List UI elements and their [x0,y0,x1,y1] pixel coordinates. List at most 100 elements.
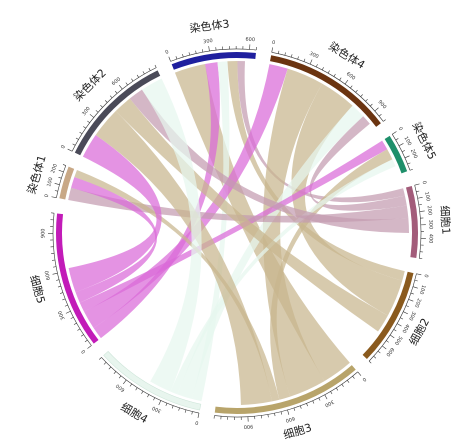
tick-mark [416,190,420,192]
tick-label: 0 [397,126,404,132]
tick-label: 200 [50,163,59,174]
tick-mark [403,311,408,315]
tick-mark [299,405,302,409]
tick-mark [357,371,362,376]
tick-mark [109,95,113,99]
tick-mark [405,305,409,308]
tick-mark [318,397,321,401]
tick-mark [72,143,76,146]
tick-mark [188,52,191,56]
tick-mark [67,148,73,152]
tick-mark [95,110,99,113]
tick-mark [355,89,358,93]
segment-chr5 [384,135,408,174]
tick-mark [168,56,171,62]
link-chr4-cell4 [177,105,364,399]
tick-label: 300 [427,220,433,230]
tick-mark [99,357,102,360]
tick-mark [389,334,395,339]
tick-mark [417,197,423,199]
tick-mark [154,64,157,68]
tick-label: 600 [111,76,122,87]
tick-mark [404,155,410,159]
tick-mark [87,120,90,123]
tick-label: 0 [60,144,67,150]
link-chr2-cell5 [68,135,162,293]
tick-mark [341,384,344,387]
tick-mark [419,210,425,212]
tick-mark [410,292,414,295]
link-chr4-cell5 [84,64,288,328]
tick-mark [135,387,138,391]
tick-mark [400,317,404,320]
tick-mark [409,168,413,171]
link-chr4-cell3 [262,68,325,397]
tick-label: 100 [402,136,412,147]
tick-mark [147,394,150,398]
tick-label: 0 [422,274,429,278]
tick-mark [148,67,151,71]
tick-mark [184,409,187,413]
tick-mark [58,177,62,179]
tick-label: 600 [245,37,255,44]
tick-label: 600 [285,415,296,423]
tick-mark [370,103,373,107]
tick-mark [51,196,57,199]
ruler-cell2 [368,273,417,362]
link-chr3-cell5 [93,62,220,339]
tick-mark [182,54,184,58]
tick-label: 300 [308,51,319,60]
tick-mark [201,49,204,53]
tick-mark [382,345,387,350]
tick-mark [153,397,156,401]
link-chr5-cell5 [79,140,388,312]
segment-label-chr2: 染色体2 [71,66,109,104]
tick-mark [350,85,353,89]
tick-label: 300 [57,310,66,321]
tick-mark [70,316,74,319]
tick-mark [274,413,276,417]
tick-mark [62,164,66,166]
segment-chr2 [74,70,161,156]
ruler-cell1 [414,185,422,259]
tick-mark [131,78,134,82]
ruler-cell3 [214,371,358,418]
tick-mark [330,391,333,395]
tick-label: 100 [46,177,54,188]
tick-mark [58,169,64,173]
tick-mark [65,310,71,314]
tick-mark [64,304,68,307]
tick-mark [374,107,379,112]
tick-mark [383,119,386,122]
link-chr4-cell1 [309,116,407,211]
tick-mark [336,387,339,391]
tick-mark [365,98,368,102]
segment-chr1 [59,166,75,200]
tick-mark [80,334,84,337]
tick-mark [108,366,112,370]
tick-mark [416,273,422,276]
tick-label: 0 [361,376,367,383]
tick-mark [62,298,66,301]
tick-label: 300 [81,106,92,117]
tick-label: 100 [418,284,427,295]
segment-cell5 [55,213,99,344]
tick-label: 0 [195,419,199,426]
tick-mark [104,100,108,103]
tick-mark [56,279,60,281]
tick-label: 0 [271,40,275,46]
tick-mark [396,323,402,327]
link-chr2-cell3 [95,111,273,405]
tick-mark [395,138,399,141]
tick-mark [54,190,58,192]
tick-label: 0 [44,194,50,198]
tick-mark [118,85,123,90]
ruler-chr1 [56,165,67,198]
tick-mark [284,52,286,56]
tick-label: 400 [400,323,410,334]
tick-mark [123,379,127,385]
tick-mark [333,73,336,77]
tick-mark [321,67,324,71]
tick-label: 300 [407,310,417,321]
tick-label: 600 [345,71,356,81]
